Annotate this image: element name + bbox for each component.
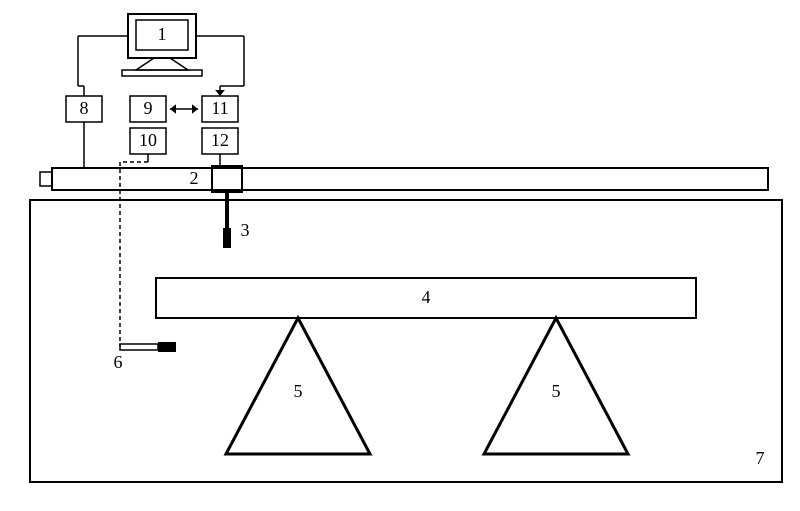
arrow-9-11-r bbox=[192, 104, 198, 114]
computer-stand bbox=[136, 58, 188, 70]
probe6-shaft bbox=[120, 344, 158, 350]
label-8: 8 bbox=[80, 98, 89, 118]
probe6-tip bbox=[158, 342, 176, 352]
label-12: 12 bbox=[211, 130, 229, 150]
rail bbox=[52, 168, 768, 190]
label-7: 7 bbox=[756, 448, 765, 468]
label-3: 3 bbox=[241, 220, 250, 240]
label-6: 6 bbox=[114, 352, 123, 372]
label-10: 10 bbox=[139, 130, 157, 150]
label-9: 9 bbox=[144, 98, 153, 118]
label-2: 2 bbox=[190, 168, 199, 188]
computer-keyboard bbox=[122, 70, 202, 76]
platform-box bbox=[30, 200, 782, 482]
probe3-tip bbox=[223, 228, 231, 248]
label-5-right: 5 bbox=[552, 381, 561, 401]
label-4: 4 bbox=[422, 287, 431, 307]
arrow-9-11-l bbox=[170, 104, 176, 114]
label-11: 11 bbox=[211, 98, 228, 118]
label-1: 1 bbox=[158, 24, 167, 44]
rail-end-cap bbox=[40, 172, 52, 186]
rail-carriage bbox=[212, 166, 242, 192]
probe3-shaft bbox=[225, 192, 229, 228]
label-5-left: 5 bbox=[294, 381, 303, 401]
arrow-cpu-to-11 bbox=[215, 90, 225, 96]
